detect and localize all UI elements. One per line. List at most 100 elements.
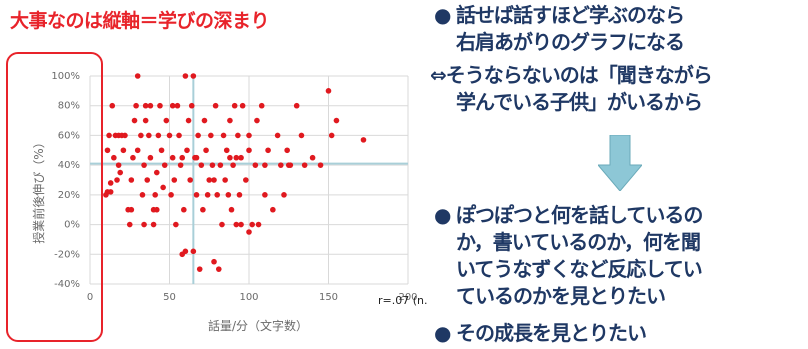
bullet-point-2-line-2: か，書いているのか，何を聞 (456, 230, 701, 254)
data-point (128, 206, 135, 213)
data-point (220, 132, 227, 139)
data-point (182, 248, 189, 255)
data-point (214, 192, 220, 198)
data-point (233, 221, 240, 228)
y-tick-label: 40% (58, 160, 80, 171)
data-point (235, 132, 241, 139)
data-point (139, 192, 146, 198)
bullet-point-3-text: その成長を見とりたい (456, 321, 647, 345)
data-point (239, 102, 246, 109)
data-point (114, 177, 120, 183)
data-point (254, 117, 260, 124)
data-point (209, 162, 216, 168)
y-tick-label: -20% (54, 249, 80, 260)
data-point (236, 192, 243, 198)
data-point (231, 102, 238, 109)
bullet-icon: ● (434, 3, 451, 27)
scatter-chart: -40% -20% 0% 20% 40% 60% 80% 100% 0 50 100 150 200 話… (8, 40, 428, 342)
data-point (360, 137, 367, 143)
data-point (166, 132, 173, 139)
data-point (106, 132, 112, 139)
y-axis-label: 授業前後伸び（%） (31, 136, 46, 243)
down-arrow-icon (598, 135, 642, 191)
data-point (233, 154, 240, 161)
data-point (141, 162, 147, 168)
bullet-point-1: ● 話せば話すほど学ぶのなら (434, 2, 685, 29)
data-point (246, 147, 252, 154)
data-point (171, 177, 178, 183)
contrast-point-continued: 学んでいる子供」がいるから (456, 90, 703, 114)
data-point (195, 132, 201, 139)
data-point (173, 221, 179, 228)
y-tick-label: -40% (54, 279, 80, 290)
data-point (109, 102, 116, 109)
data-point (211, 177, 217, 183)
x-tick-label: 100 (239, 292, 258, 303)
bullet-point-3: ● その成長を見とりたい (434, 320, 647, 347)
data-point (104, 147, 111, 154)
data-point (115, 132, 122, 139)
bullet-point-1-continued: 右肩あがりのグラフになる (456, 30, 685, 54)
data-point (252, 162, 259, 168)
data-point (274, 132, 281, 139)
data-point (142, 117, 149, 124)
data-point (147, 154, 154, 161)
y-tick-label: 0% (64, 220, 80, 231)
data-point (181, 206, 187, 213)
data-point (325, 88, 332, 94)
x-tick-label: 150 (319, 292, 338, 303)
data-point (185, 117, 192, 124)
data-point (301, 162, 308, 168)
x-tick-label: 50 (163, 292, 176, 303)
data-point (246, 229, 252, 235)
data-point (174, 102, 181, 109)
data-point (193, 154, 200, 161)
chart-svg: -40% -20% 0% 20% 40% 60% 80% 100% 0 50 100 150 200 話… (31, 71, 428, 333)
data-point (243, 177, 249, 183)
contrast-point: ⇔そうならないのは「聞きながら (430, 63, 713, 87)
data-point (196, 266, 203, 272)
data-point (222, 177, 228, 183)
data-point (198, 162, 205, 168)
data-point (163, 117, 170, 124)
data-point (227, 154, 233, 161)
data-points (103, 73, 367, 272)
data-point (208, 132, 214, 139)
data-point (201, 117, 208, 124)
data-point (230, 162, 236, 168)
data-point (211, 258, 217, 265)
data-point (134, 73, 141, 79)
bullet-point-2: ● ぽつぽつと何を話しているの (434, 202, 703, 229)
data-point (262, 162, 268, 168)
y-tick-label: 80% (58, 101, 80, 112)
data-point (317, 162, 324, 168)
data-point (309, 154, 316, 161)
data-point (107, 180, 114, 186)
data-point (204, 192, 211, 198)
data-point (126, 221, 133, 228)
data-point (122, 132, 128, 139)
data-point (200, 206, 206, 213)
data-point (328, 132, 335, 139)
data-point (130, 154, 136, 161)
bullet-point-2-line-4: ているのかを見とりたい (456, 284, 666, 308)
data-point (179, 154, 186, 161)
data-point (111, 154, 117, 161)
data-point (238, 154, 244, 161)
y-tick-label: 20% (58, 190, 80, 201)
bullet-icon: ● (434, 321, 451, 345)
slide-title: 大事なのは縦軸＝学びの深まり (10, 10, 270, 32)
bullet-point-2-text: ぽつぽつと何を話しているの (456, 203, 703, 227)
data-point (169, 154, 176, 161)
data-point (153, 169, 160, 176)
data-point (133, 102, 139, 109)
data-point (117, 169, 124, 176)
vertical-axis-highlight (6, 52, 103, 342)
data-point (120, 147, 127, 154)
data-point (128, 177, 135, 183)
data-point (246, 132, 252, 139)
data-point (150, 221, 157, 228)
data-point (238, 221, 244, 228)
data-point (278, 162, 284, 168)
data-point (190, 73, 197, 79)
